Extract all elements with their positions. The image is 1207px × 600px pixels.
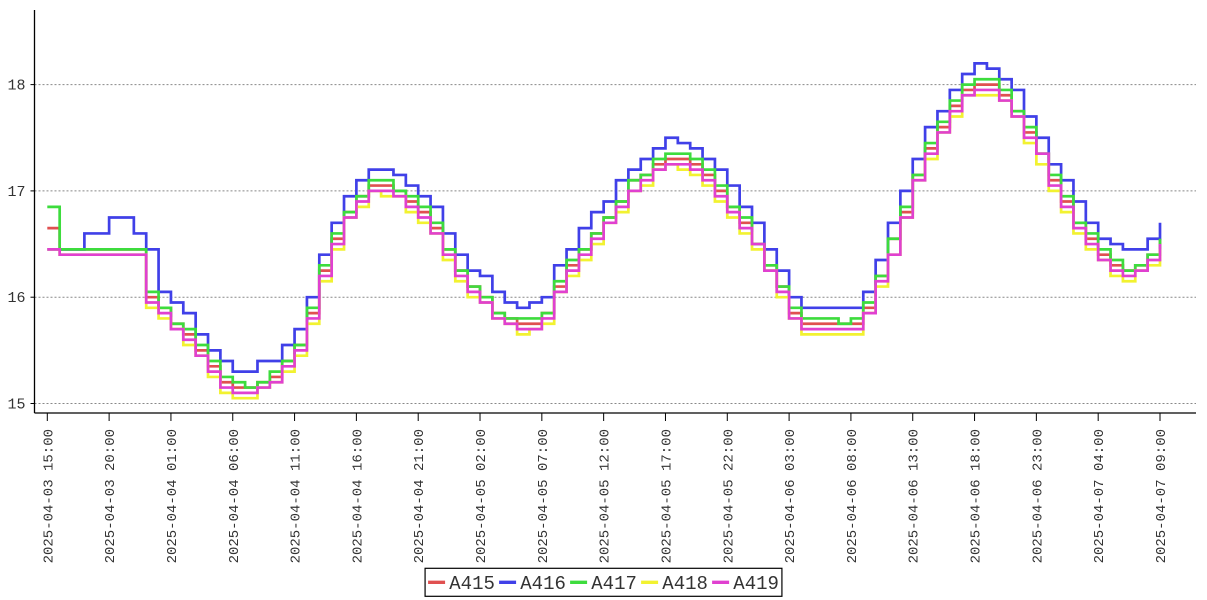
svg-text:2025-04-06 18:00: 2025-04-06 18:00 bbox=[969, 429, 985, 563]
svg-text:2025-04-06 23:00: 2025-04-06 23:00 bbox=[1030, 429, 1046, 563]
svg-text:A416: A416 bbox=[520, 573, 566, 595]
svg-text:2025-04-03 15:00: 2025-04-03 15:00 bbox=[41, 429, 57, 563]
svg-text:2025-04-06 08:00: 2025-04-06 08:00 bbox=[845, 429, 861, 563]
svg-text:2025-04-05 02:00: 2025-04-05 02:00 bbox=[474, 429, 490, 563]
svg-text:2025-04-06 03:00: 2025-04-06 03:00 bbox=[783, 429, 799, 563]
svg-text:2025-04-03 20:00: 2025-04-03 20:00 bbox=[103, 429, 119, 563]
svg-text:2025-04-07 09:00: 2025-04-07 09:00 bbox=[1154, 429, 1170, 563]
svg-text:A418: A418 bbox=[662, 573, 708, 595]
svg-text:2025-04-05 07:00: 2025-04-05 07:00 bbox=[536, 429, 552, 563]
svg-text:2025-04-04 11:00: 2025-04-04 11:00 bbox=[289, 429, 305, 563]
svg-text:2025-04-05 22:00: 2025-04-05 22:00 bbox=[721, 429, 737, 563]
svg-text:18: 18 bbox=[7, 78, 25, 95]
svg-text:2025-04-06 13:00: 2025-04-06 13:00 bbox=[907, 429, 923, 563]
svg-text:15: 15 bbox=[7, 397, 25, 414]
svg-text:2025-04-07 04:00: 2025-04-07 04:00 bbox=[1092, 429, 1108, 563]
svg-text:2025-04-04 01:00: 2025-04-04 01:00 bbox=[165, 429, 181, 563]
svg-text:A415: A415 bbox=[449, 573, 495, 595]
svg-text:2025-04-05 12:00: 2025-04-05 12:00 bbox=[598, 429, 614, 563]
svg-text:17: 17 bbox=[7, 184, 25, 201]
svg-text:2025-04-04 16:00: 2025-04-04 16:00 bbox=[350, 429, 366, 563]
svg-text:2025-04-05 17:00: 2025-04-05 17:00 bbox=[659, 429, 675, 563]
svg-text:2025-04-04 06:00: 2025-04-04 06:00 bbox=[227, 429, 243, 563]
svg-text:16: 16 bbox=[7, 290, 25, 307]
svg-text:A419: A419 bbox=[733, 573, 779, 595]
svg-text:2025-04-04 21:00: 2025-04-04 21:00 bbox=[412, 429, 428, 563]
svg-text:A417: A417 bbox=[591, 573, 637, 595]
